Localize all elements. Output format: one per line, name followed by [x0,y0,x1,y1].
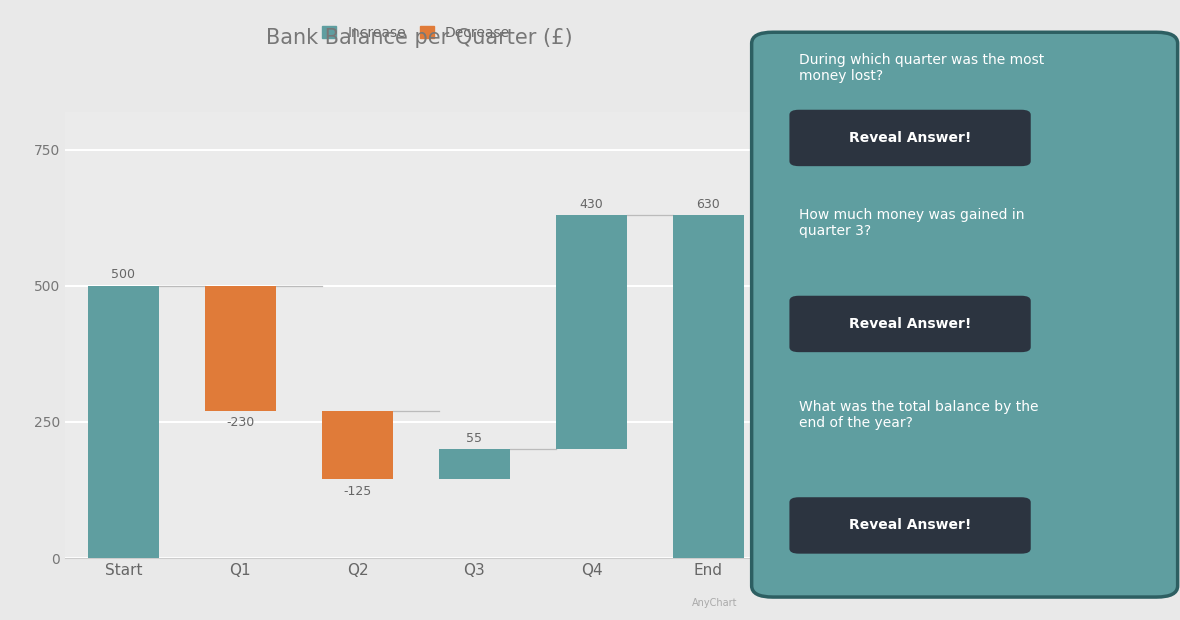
Bar [557,215,627,449]
Text: 55: 55 [466,432,483,445]
Bar [88,286,158,558]
Text: During which quarter was the most
money lost?: During which quarter was the most money … [799,53,1044,83]
Text: 430: 430 [579,198,603,211]
Text: Reveal Answer!: Reveal Answer! [848,518,971,533]
Text: How much money was gained in
quarter 3?: How much money was gained in quarter 3? [799,208,1024,238]
Text: 630: 630 [696,198,720,211]
Text: Bank Balance per Quarter (£): Bank Balance per Quarter (£) [266,28,572,48]
Text: 500: 500 [111,268,136,281]
Bar [674,215,743,558]
Text: Reveal Answer!: Reveal Answer! [848,131,971,145]
Bar [205,286,275,411]
Legend: Increase, Decrease: Increase, Decrease [316,20,516,45]
Bar [322,411,393,479]
Bar [439,449,510,479]
Text: -230: -230 [227,417,255,430]
Text: -125: -125 [343,484,372,497]
Text: What was the total balance by the
end of the year?: What was the total balance by the end of… [799,400,1038,430]
Text: AnyChart: AnyChart [691,598,738,608]
Text: Reveal Answer!: Reveal Answer! [848,317,971,331]
